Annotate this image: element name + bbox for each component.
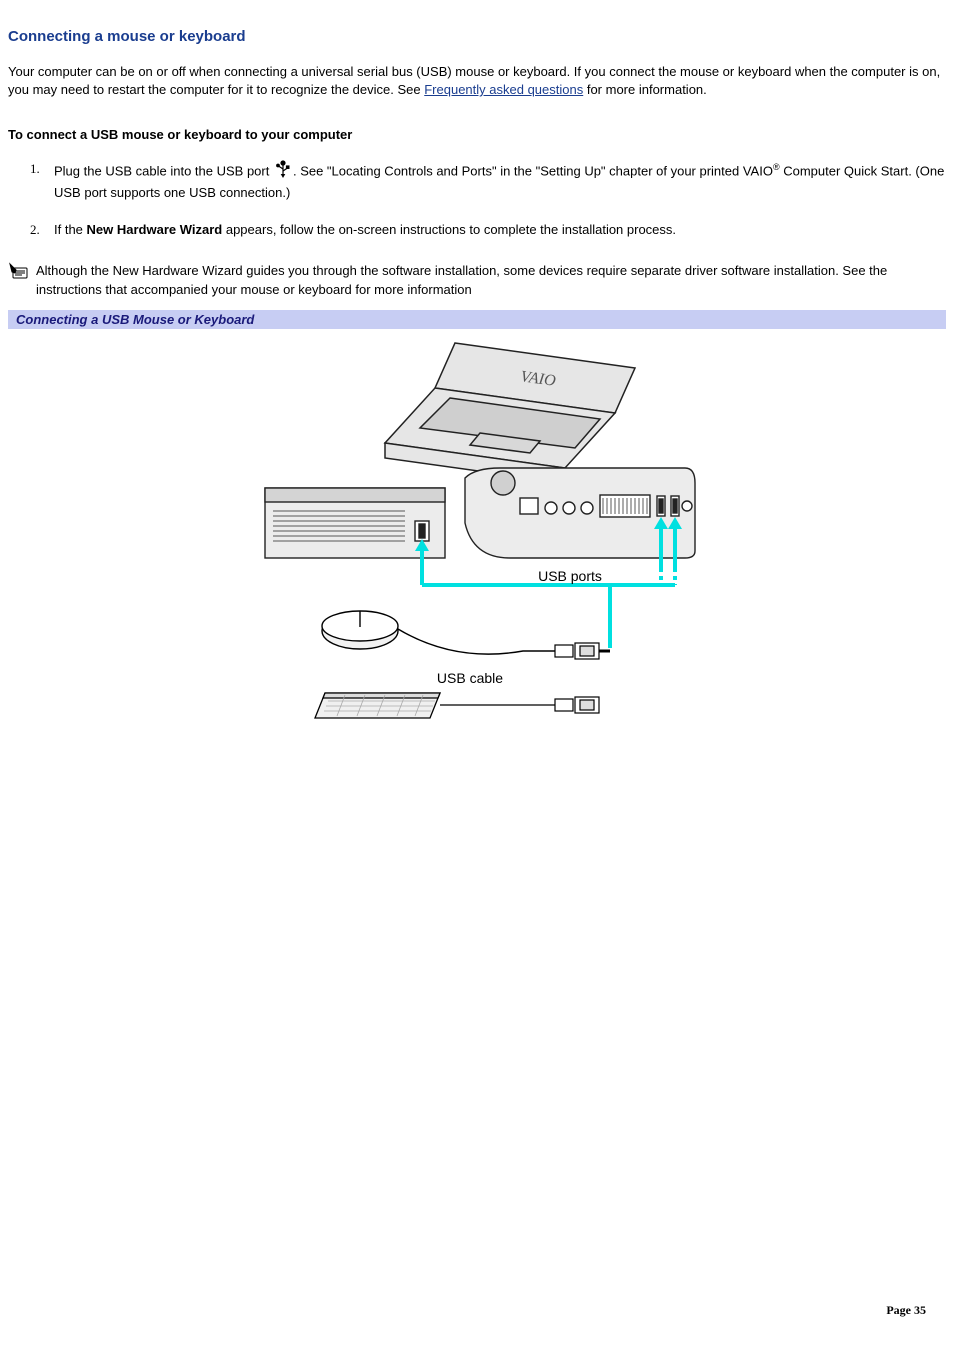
page-number: Page 35 — [886, 1303, 926, 1318]
sub-heading: To connect a USB mouse or keyboard to yo… — [8, 127, 946, 142]
figure-diagram: VAIO — [8, 329, 946, 728]
note-block: Although the New Hardware Wizard guides … — [8, 262, 946, 300]
usb-trident-icon — [275, 160, 291, 184]
figure-caption: Connecting a USB Mouse or Keyboard — [8, 310, 946, 329]
step-1: Plug the USB cable into the USB port . S… — [54, 160, 946, 203]
step-1-text-a: Plug the USB cable into the USB port — [54, 164, 273, 179]
pencil-note-icon — [8, 262, 30, 286]
intro-text-after: for more information. — [583, 82, 707, 97]
step-2: If the New Hardware Wizard appears, foll… — [54, 221, 946, 240]
step-2-text-b: appears, follow the on-screen instructio… — [222, 222, 676, 237]
label-usb-cable: USB cable — [436, 670, 502, 686]
label-usb-ports: USB ports — [538, 568, 602, 584]
steps-list: Plug the USB cable into the USB port . S… — [8, 160, 946, 240]
page-heading: Connecting a mouse or keyboard — [8, 28, 946, 45]
faq-link[interactable]: Frequently asked questions — [424, 82, 583, 97]
step-2-text-a: If the — [54, 222, 87, 237]
step-1-text-b: . See "Locating Controls and Ports" in t… — [293, 164, 773, 179]
step-2-bold: New Hardware Wizard — [87, 222, 223, 237]
intro-paragraph: Your computer can be on or off when conn… — [8, 63, 946, 99]
reg-mark: ® — [773, 162, 780, 172]
note-text: Although the New Hardware Wizard guides … — [36, 262, 946, 300]
